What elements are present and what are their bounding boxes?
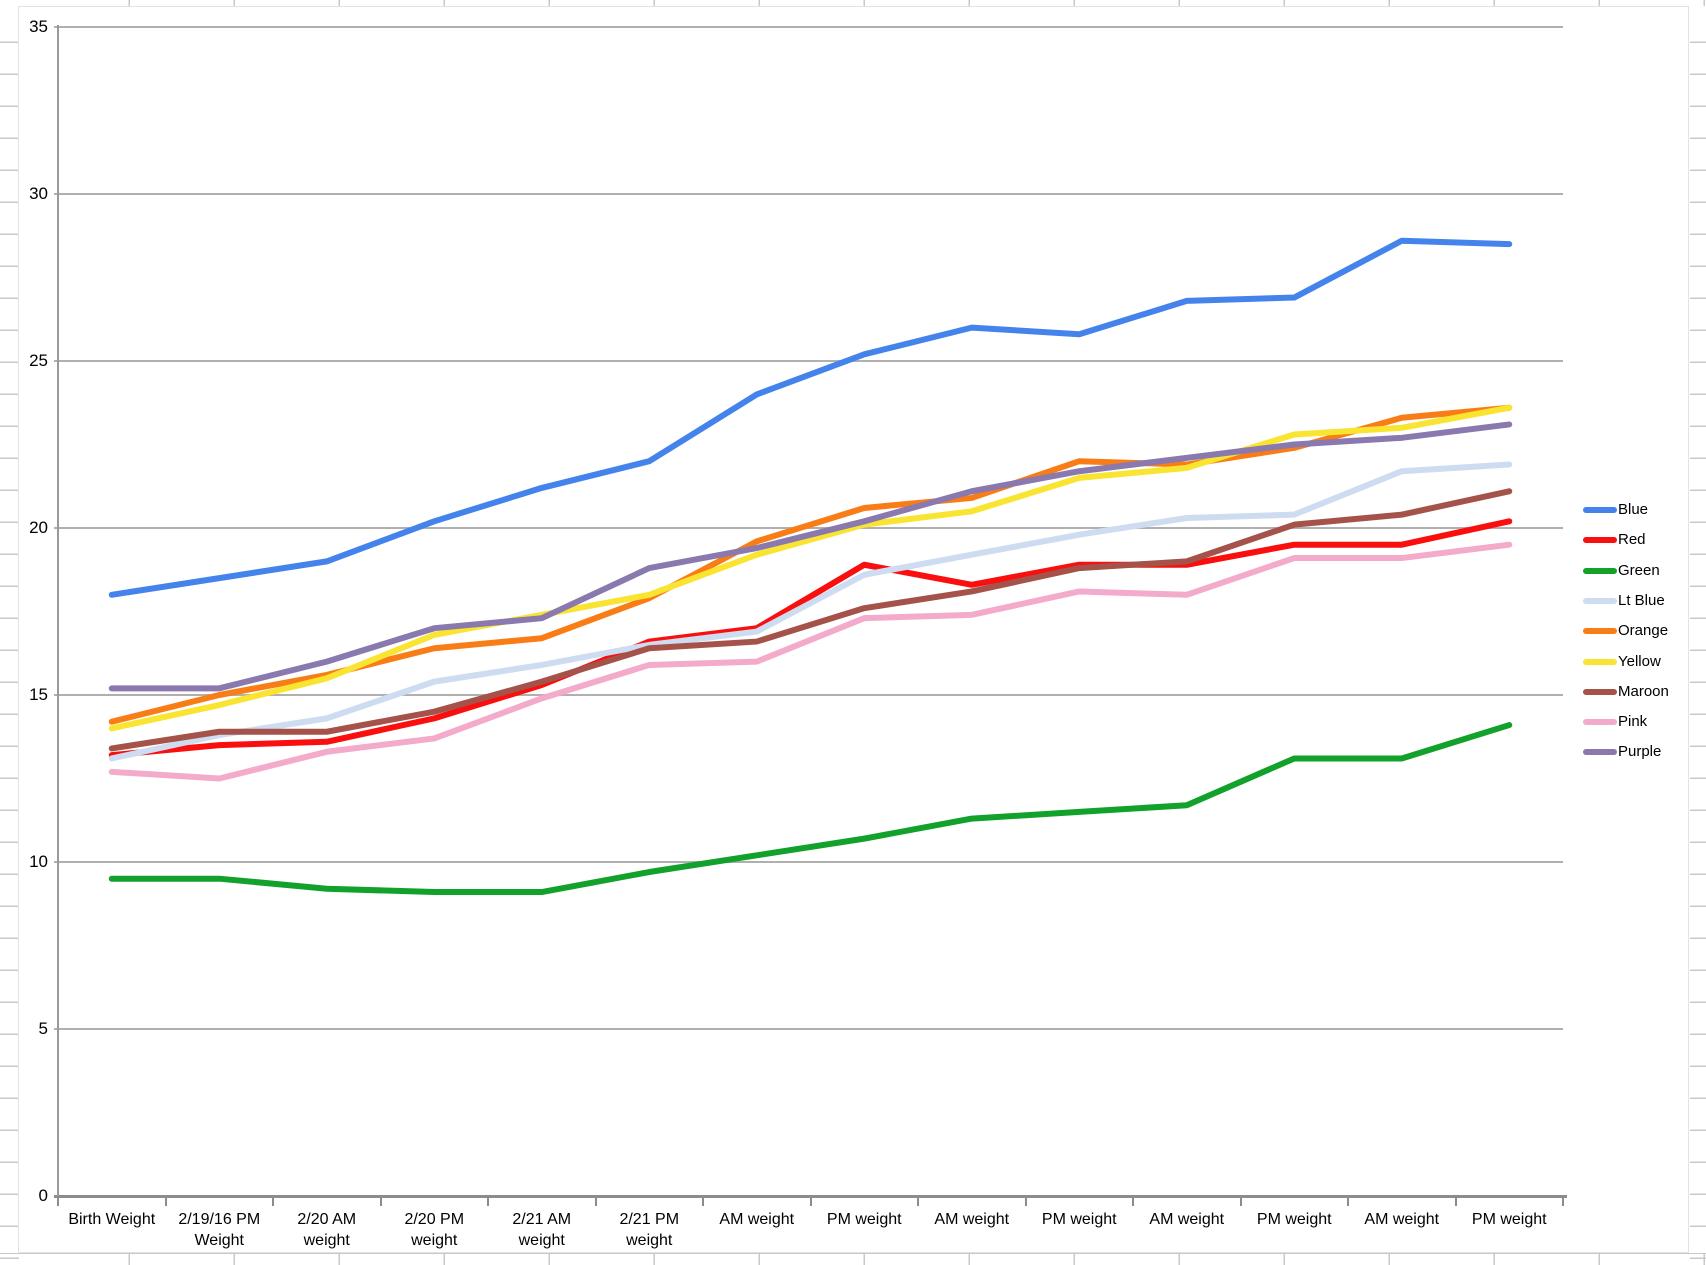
series-line-yellow[interactable] <box>108 404 1513 732</box>
x-axis-label: 2/21 PM weight <box>619 1211 680 1249</box>
legend-item-purple[interactable]: Purple <box>1583 742 1661 762</box>
legend-label: Pink <box>1618 713 1648 731</box>
x-axis-tick <box>57 1198 59 1206</box>
legend-item-orange[interactable]: Orange <box>1583 621 1668 641</box>
x-axis-label: 2/20 AM weight <box>297 1211 357 1249</box>
x-axis-tick <box>272 1198 274 1206</box>
legend-swatch-purple <box>1583 749 1617 756</box>
legend-swatch-red <box>1583 537 1617 544</box>
x-axis-label: PM weight <box>826 1211 902 1228</box>
legend-item-lt-blue[interactable]: Lt Blue <box>1583 591 1665 611</box>
x-axis-label: PM weight <box>1471 1211 1547 1228</box>
x-axis-label: AM weight <box>1364 1211 1440 1228</box>
legend-item-green[interactable]: Green <box>1583 561 1660 581</box>
series-line-purple[interactable] <box>108 421 1513 692</box>
legend-label: Lt Blue <box>1618 591 1665 609</box>
x-axis-label: AM weight <box>1149 1211 1225 1228</box>
legend-label: Red <box>1618 531 1646 549</box>
x-axis-label: 2/21 AM weight <box>512 1211 572 1249</box>
x-axis-label: AM weight <box>934 1211 1010 1228</box>
gridline <box>54 26 1563 28</box>
y-axis-label: 0 <box>38 1186 48 1205</box>
series-line-red[interactable] <box>108 518 1513 759</box>
gridline <box>54 694 1563 696</box>
legend-label: Maroon <box>1618 682 1669 700</box>
legend-swatch-yellow <box>1583 658 1617 665</box>
y-axis-label: 25 <box>29 351 48 370</box>
legend-swatch-lt-blue <box>1583 597 1617 604</box>
x-axis-tick <box>702 1198 704 1206</box>
x-axis-tick <box>1454 1198 1457 1206</box>
legend-label: Green <box>1618 561 1660 579</box>
legend-swatch-orange <box>1583 628 1617 635</box>
legend-item-yellow[interactable]: Yellow <box>1583 652 1661 672</box>
x-axis-tick <box>1562 1198 1564 1206</box>
y-axis-line <box>57 25 59 1196</box>
gridline <box>54 861 1563 863</box>
x-axis-tick <box>1239 1198 1242 1206</box>
x-axis-tick <box>594 1198 597 1206</box>
x-axis-tick <box>809 1198 812 1206</box>
series-line-maroon[interactable] <box>108 488 1513 752</box>
x-axis-label: Birth Weight <box>68 1211 156 1228</box>
legend-item-red[interactable]: Red <box>1583 530 1646 550</box>
gridline <box>54 193 1563 195</box>
chart-object[interactable] <box>18 6 1689 1253</box>
x-axis-line <box>54 1195 1567 1198</box>
spreadsheet-gridlines-right <box>1690 0 1706 1264</box>
legend-item-pink[interactable]: Pink <box>1583 712 1647 732</box>
legend-label: Orange <box>1618 622 1669 640</box>
gridline <box>54 360 1563 362</box>
y-axis-label: 35 <box>29 17 48 36</box>
x-axis-label: PM weight <box>1256 1211 1332 1228</box>
spreadsheet-gridlines-bottom <box>0 1253 1706 1265</box>
legend-swatch-blue <box>1583 507 1617 513</box>
series-line-pink[interactable] <box>108 541 1513 782</box>
x-axis-tick <box>1347 1198 1349 1206</box>
series-line-green[interactable] <box>108 722 1513 896</box>
x-axis-label: 2/19/16 PM Weight <box>178 1211 261 1249</box>
legend-item-maroon[interactable]: Maroon <box>1583 682 1669 702</box>
legend-swatch-pink <box>1583 719 1617 726</box>
spreadsheet-gridlines-top <box>0 0 1706 6</box>
x-axis-tick <box>164 1198 167 1206</box>
series-line-blue[interactable] <box>108 237 1513 598</box>
x-axis-label: AM weight <box>719 1211 795 1228</box>
spreadsheet-gridlines-left <box>0 0 19 1264</box>
series-line-lt-blue[interactable] <box>108 461 1513 762</box>
x-axis-tick <box>1132 1198 1134 1206</box>
x-axis-label: PM weight <box>1041 1211 1117 1228</box>
y-axis-label: 30 <box>29 184 48 203</box>
y-axis-label: 20 <box>29 518 48 537</box>
y-axis-label: 15 <box>29 685 48 704</box>
legend-swatch-maroon <box>1583 688 1617 695</box>
x-axis-tick <box>1024 1198 1027 1206</box>
x-axis-label: 2/20 PM weight <box>404 1211 465 1249</box>
gridline <box>54 1028 1563 1030</box>
legend-label: Purple <box>1618 743 1662 761</box>
legend-item-blue[interactable]: Blue <box>1583 500 1648 520</box>
y-axis-label: 5 <box>38 1019 48 1038</box>
legend-swatch-green <box>1583 567 1617 574</box>
x-axis-tick <box>379 1198 382 1206</box>
x-axis-tick <box>917 1198 919 1206</box>
legend-label: Blue <box>1618 501 1649 518</box>
y-axis-label: 10 <box>29 852 48 871</box>
x-axis-tick <box>487 1198 489 1206</box>
legend-label: Yellow <box>1618 652 1661 670</box>
